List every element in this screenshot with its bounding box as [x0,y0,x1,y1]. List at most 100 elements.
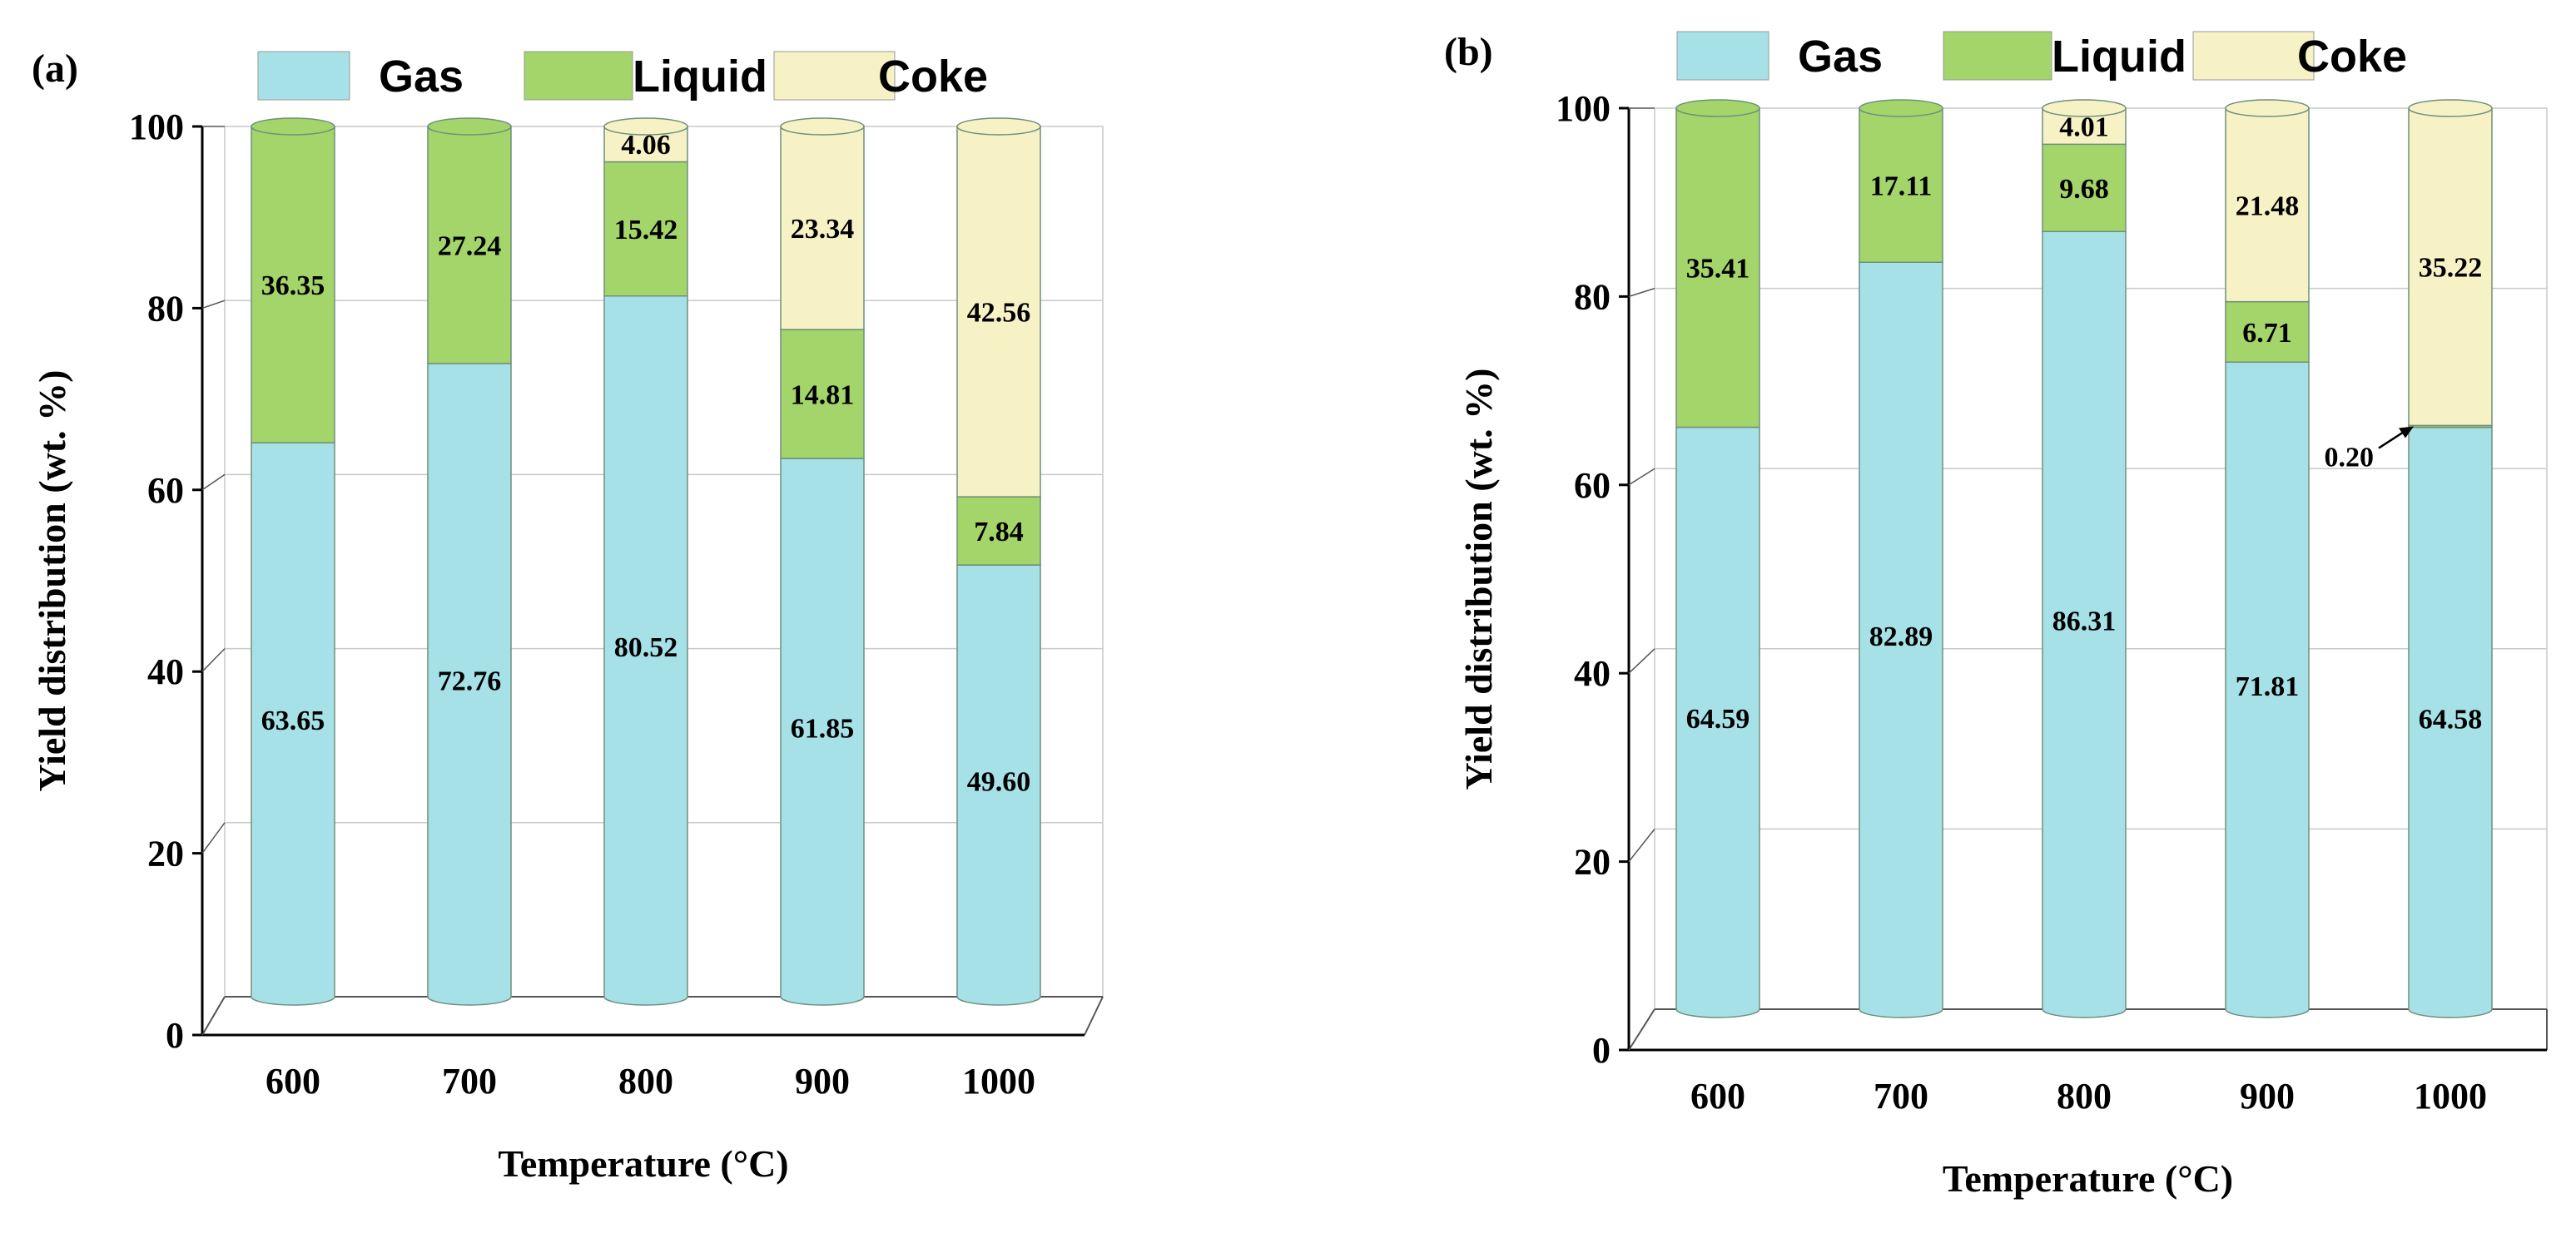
bar-top-cap-1000 [2408,99,2493,117]
annotation-label: 0.20 [2325,443,2375,473]
legend-swatch-gas [257,51,350,101]
data-label: 7.84 [974,517,1024,547]
legend-label-coke: Coke [2297,32,2407,82]
data-label: 21.48 [2236,191,2300,221]
y-tick-label: 80 [1574,276,1611,317]
data-label: 35.41 [1686,254,1750,285]
data-label: 42.56 [967,298,1031,329]
x-axis-title: Temperature (°C) [498,1142,788,1185]
y-tick-connector [201,300,226,310]
data-label: 4.06 [621,130,671,161]
bar-group-700: 82.89 17.11 [1859,99,1943,1018]
bar-group-600: 64.59 35.41 [1675,99,1760,1018]
y-tick-label: 0 [1592,1030,1611,1071]
bar-top-cap-600 [1675,99,1760,117]
bar-group-600: 63.65 36.35 [251,117,335,1006]
y-tick-label: 80 [147,288,184,329]
data-label: 27.24 [438,230,502,261]
legend-label-liquid: Liquid [633,52,767,102]
legend-swatch-liquid [1943,31,2052,81]
data-label: 36.35 [261,270,325,301]
data-label: 4.01 [2059,112,2109,143]
data-label: 14.81 [791,380,855,411]
x-tick-label: 700 [442,1061,497,1102]
data-label: 82.89 [1869,621,1933,652]
annotation-arrow-head [2399,426,2414,438]
bar-top-cap-800 [603,117,688,136]
y-tick-connector [1628,468,1655,486]
legend: Gas Liquid Coke [1676,31,2407,82]
bar-gas-700 [427,363,512,1006]
legend: Gas Liquid Coke [257,51,988,102]
bar-top-cap-900 [780,117,865,136]
bar-group-900: 61.85 14.81 23.34 [780,117,865,1006]
panel-label: (b) [1444,30,1493,74]
x-tick-label: 1000 [2414,1076,2487,1117]
y-tick-connector [1628,287,1655,298]
legend-label-coke: Coke [878,52,988,102]
bar-gas-1000 [956,564,1041,1006]
bar-top-cap-900 [2225,99,2310,117]
y-tick-label: 0 [166,1015,184,1056]
y-tick-connector [1628,648,1655,674]
data-label: 64.59 [1686,704,1750,735]
y-tick-connector [201,473,226,491]
panel-label: (a) [32,47,78,91]
data-label: 15.42 [614,215,678,245]
floor-right-edge [1084,996,1104,1036]
bar-gas-800 [2042,230,2127,1018]
y-tick-connector [201,996,226,1036]
bar-gas-900 [780,458,865,1006]
y-tick-label: 20 [1574,842,1611,883]
legend-label-gas: Gas [379,52,464,102]
bar-top-cap-700 [427,117,512,136]
x-tick-label: 900 [795,1061,850,1102]
data-label: 64.58 [2419,704,2483,735]
y-tick-label: 40 [1574,653,1611,694]
y-axis-title: Yield distribution (wt. %) [31,370,73,792]
y-tick-connector [1628,828,1655,863]
x-tick-label: 600 [266,1061,320,1102]
data-label: 80.52 [614,632,678,663]
x-tick-label: 600 [1690,1076,1745,1117]
y-tick-connector [1628,1008,1655,1051]
x-tick-label: 800 [2057,1076,2112,1117]
y-tick-label: 40 [147,651,184,692]
data-label: 49.60 [967,767,1031,798]
bar-gas-800 [603,295,688,1006]
x-tick-label: 900 [2240,1076,2295,1117]
x-tick-label: 1000 [962,1061,1035,1102]
data-label: 63.65 [261,706,325,736]
x-tick-label: 800 [618,1061,673,1102]
data-label: 86.31 [2052,607,2117,637]
legend-swatch-liquid [524,51,633,101]
legend-swatch-coke [2192,31,2315,81]
chart-panel-b: 0 20 40 60 80 100 64.59 35.41 82.89 17.11 86.31 9.6… [1444,30,2548,1200]
data-label: 71.81 [2236,671,2300,702]
y-tick-label: 100 [129,106,184,147]
x-axis-title: Temperature (°C) [1943,1157,2233,1200]
data-label: 61.85 [791,714,855,745]
x-tick-label: 700 [1874,1076,1928,1117]
data-label: 72.76 [438,666,502,696]
bar-group-1000: 49.60 7.84 42.56 [956,117,1041,1006]
data-label: 35.22 [2419,253,2483,284]
y-tick-connector [201,822,226,854]
bar-top-cap-1000 [956,117,1041,136]
bar-group-900: 71.81 6.71 21.48 [2225,99,2310,1018]
legend-label-gas: Gas [1798,32,1883,82]
data-label: 17.11 [1870,171,1933,202]
bar-group-700: 72.76 27.24 [427,117,512,1006]
y-tick-label: 60 [1574,465,1611,506]
bar-top-cap-700 [1859,99,1943,117]
data-label: 9.68 [2059,174,2109,205]
bar-group-800: 80.52 15.42 4.06 [603,117,688,1006]
bar-top-cap-600 [251,117,335,136]
chart-panel-a: 0 20 40 60 80 100 63.65 36.35 72.76 27.24 80.52 15.… [31,47,1104,1185]
y-tick-label: 20 [147,834,184,874]
bar-gas-1000 [2408,426,2493,1018]
legend-swatch-coke [773,51,896,101]
y-tick-connector [201,648,226,672]
bar-gas-600 [251,442,335,1006]
